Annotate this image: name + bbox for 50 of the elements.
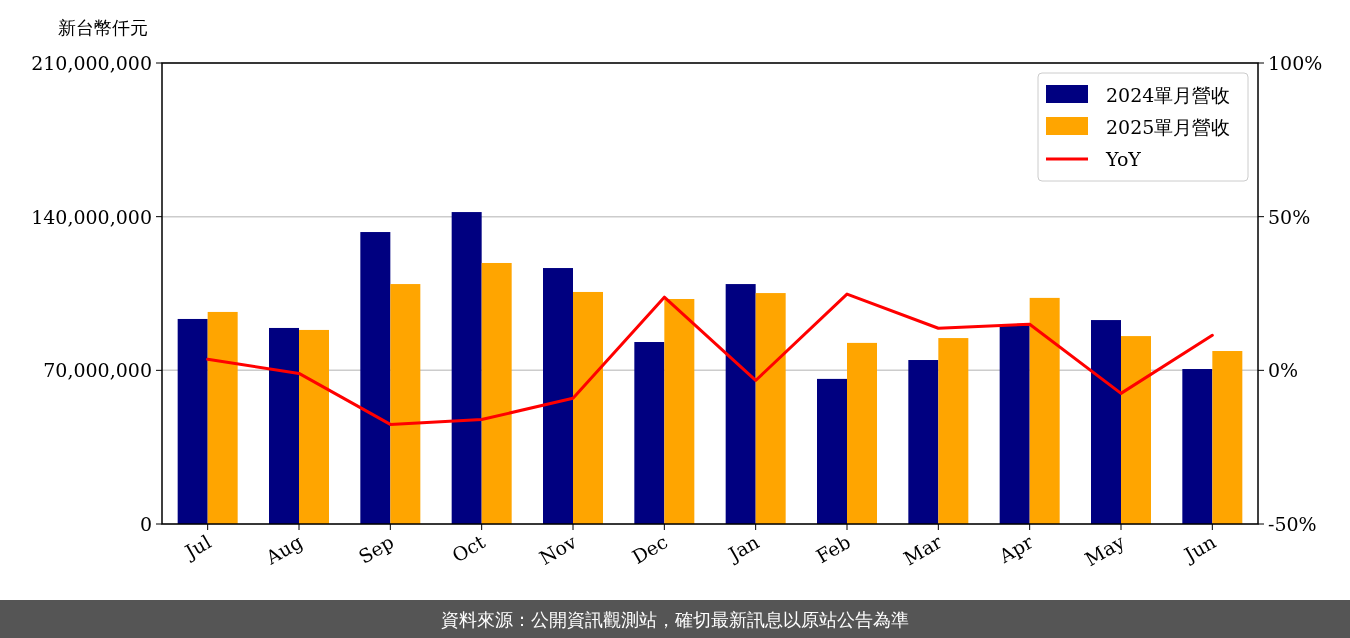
x-tick-label: Apr	[994, 529, 1038, 568]
legend-label: YoY	[1105, 148, 1142, 170]
bar	[573, 291, 603, 524]
x-tick-label: Sep	[354, 530, 398, 568]
source-note: 資料來源：公開資訊觀測站，確切最新訊息以原站公告為準	[441, 609, 909, 630]
bar	[938, 338, 969, 524]
bar	[207, 311, 238, 524]
bar	[755, 293, 786, 524]
bar	[817, 378, 847, 524]
bar	[1121, 336, 1151, 524]
line-series	[206, 292, 1214, 426]
bar	[999, 325, 1030, 524]
y2-tick-label: -50%	[1268, 513, 1317, 535]
bar	[390, 284, 421, 524]
y-tick-label: 210,000,000	[31, 52, 152, 74]
bar	[664, 298, 695, 524]
x-tick-label: Aug	[261, 530, 306, 570]
bar	[481, 262, 512, 524]
bar	[1212, 351, 1243, 524]
y-tick-label: 140,000,000	[31, 205, 152, 228]
x-tick-label: Dec	[628, 530, 672, 569]
bar	[1091, 320, 1121, 524]
bar	[908, 360, 939, 524]
x-tick-label: Jul	[179, 530, 215, 564]
y-tick-label: 70,000,000	[43, 359, 152, 382]
bar	[725, 284, 756, 524]
bar	[634, 342, 665, 524]
bar	[1182, 369, 1213, 524]
bar	[269, 327, 299, 524]
y2-tick-label: 100%	[1268, 52, 1323, 74]
x-tick-label: Jan	[722, 530, 763, 567]
y2-tick-label: 0%	[1268, 359, 1299, 382]
y2-tick-label: 50%	[1268, 205, 1311, 228]
legend-label: 2025單月營收	[1106, 116, 1231, 138]
bar	[847, 342, 877, 524]
x-tick-label: Nov	[535, 530, 581, 569]
x-tick-label: Oct	[448, 530, 489, 567]
y-axis-title: 新台幣仟元	[58, 17, 148, 38]
bar	[360, 232, 391, 524]
bar	[1029, 297, 1060, 524]
legend-label: 2024單月營收	[1106, 84, 1231, 106]
bar	[543, 268, 573, 524]
x-tick-label: May	[1081, 530, 1129, 571]
x-tick-label: Mar	[899, 529, 947, 570]
y-tick-label: 0	[139, 513, 152, 535]
x-tick-label: Feb	[812, 530, 854, 568]
x-tick-label: Jun	[1178, 530, 1220, 567]
bar	[451, 212, 482, 524]
bar	[299, 329, 329, 524]
bar	[177, 318, 208, 524]
